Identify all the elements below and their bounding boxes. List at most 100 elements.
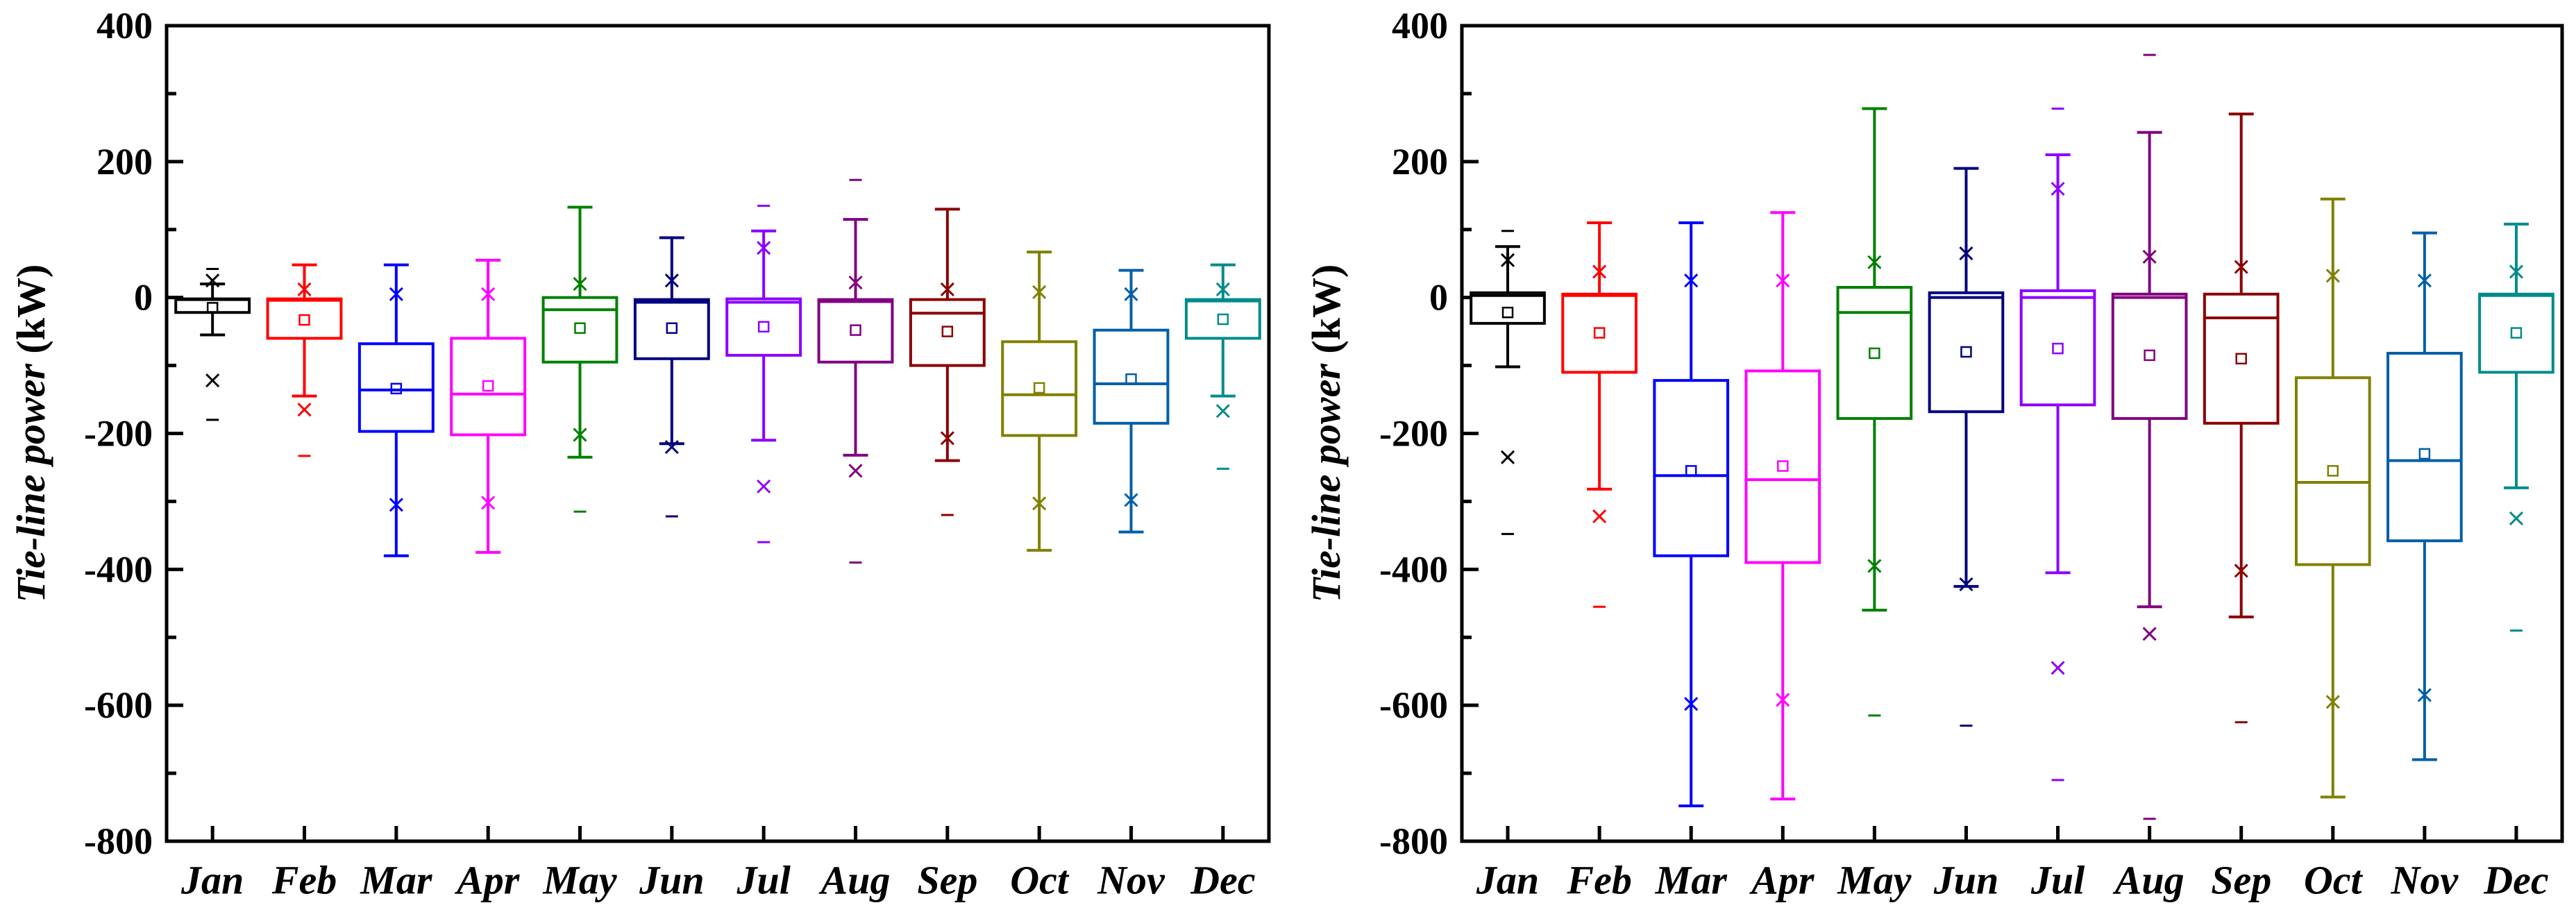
y-axis-label: Tie-line power (kW)	[1304, 264, 1349, 603]
mean-marker	[298, 314, 310, 326]
mean-marker	[1033, 382, 1045, 394]
mean-marker	[206, 302, 219, 314]
x-tick-label: Jan	[180, 858, 244, 903]
max-x-marker	[205, 273, 220, 288]
mean-marker	[1777, 460, 1789, 472]
x-tick-label: Oct	[1010, 858, 1070, 903]
mean-marker	[2327, 465, 2339, 477]
max-x-marker	[1867, 255, 1882, 269]
mean-marker	[2418, 448, 2431, 460]
x-stroke	[1215, 282, 1230, 296]
x-stroke	[1867, 559, 1882, 573]
plot-frame	[165, 24, 1271, 843]
max-x-marker	[664, 273, 679, 288]
x-stroke	[1592, 264, 1607, 279]
mean-marker	[666, 322, 678, 334]
x-tick-label: Aug	[2113, 858, 2184, 903]
iqr-box	[1184, 298, 1261, 340]
mean-marker	[2235, 353, 2247, 365]
max-x-marker	[389, 287, 403, 301]
iqr-box	[357, 342, 435, 433]
min-x-marker	[2325, 695, 2340, 709]
x-tick-label: Dec	[2483, 858, 2548, 903]
x-tick-label: May	[1837, 858, 1912, 903]
x-stroke	[1776, 273, 1790, 288]
x-tick-label: Sep	[2211, 858, 2271, 903]
max-x-marker	[940, 282, 954, 296]
iqr-box	[1928, 291, 2005, 414]
min-x-marker	[1124, 493, 1138, 507]
min-x-marker	[848, 464, 863, 478]
y-tick-label: -200	[1379, 413, 1448, 455]
x-stroke	[1684, 273, 1699, 288]
x-tick-label: May	[542, 858, 617, 903]
min-x-marker	[2234, 564, 2248, 578]
y-tick-label: -800	[84, 820, 153, 862]
iqr-box	[266, 297, 343, 340]
iqr-box	[909, 298, 986, 367]
iqr-box	[1001, 340, 1078, 437]
x-stroke	[1959, 577, 1973, 591]
iqr-box	[2294, 376, 2371, 566]
x-stroke	[573, 428, 587, 442]
max-x-marker	[848, 276, 863, 290]
x-stroke	[1032, 285, 1047, 299]
min-x-marker	[2142, 627, 2157, 641]
max-x-marker	[297, 282, 312, 296]
x-stroke	[389, 287, 403, 301]
iqr-box	[817, 298, 894, 364]
mean-marker	[1869, 347, 1880, 360]
x-stroke	[848, 464, 863, 478]
max-x-marker	[2417, 273, 2432, 288]
y-tick-label: 200	[1392, 141, 1448, 183]
mean-marker	[941, 326, 954, 337]
x-stroke	[389, 498, 403, 512]
x-stroke	[2509, 264, 2524, 279]
right-boxplot-panel: 400 200 0 -200 -400 -600 -800 Tie-line power (k…	[1304, 5, 2564, 903]
min-x-marker	[1215, 404, 1230, 419]
x-stroke	[2051, 661, 2065, 675]
x-stroke	[1215, 404, 1230, 419]
mean-marker	[2144, 349, 2155, 362]
x-tick-label: Sep	[917, 858, 977, 903]
x-stroke	[664, 440, 679, 455]
min-x-marker	[664, 440, 679, 455]
mean-marker	[850, 324, 861, 336]
max-x-marker	[1500, 253, 1515, 267]
y-tick-label: -400	[84, 548, 153, 590]
x-stroke	[2142, 249, 2157, 264]
min-x-marker	[1776, 693, 1790, 707]
mean-marker	[1217, 313, 1229, 326]
y-tick-label: -600	[84, 684, 153, 726]
x-stroke	[297, 282, 312, 296]
min-x-marker	[2509, 511, 2524, 525]
min-x-marker	[297, 403, 312, 417]
y-tick-label: 400	[1392, 5, 1448, 47]
mean-marker	[2510, 327, 2523, 339]
y-tick-label: -600	[1379, 684, 1448, 726]
min-x-marker	[940, 431, 954, 446]
x-stroke	[848, 276, 863, 290]
x-tick-label: Jul	[2030, 858, 2085, 903]
x-stroke	[1959, 246, 1973, 261]
y-tick-label: 200	[96, 141, 153, 183]
x-stroke	[1776, 693, 1790, 707]
x-tick-label: Feb	[1566, 858, 1631, 903]
y-axis-label-quantity: Tie-line power	[1304, 364, 1349, 603]
max-x-marker	[2051, 181, 2065, 196]
x-stroke	[481, 287, 496, 301]
x-stroke	[2417, 688, 2432, 702]
iqr-box	[1836, 285, 1913, 420]
iqr-box	[1561, 292, 1638, 374]
x-stroke	[2234, 564, 2248, 578]
x-stroke	[2417, 273, 2432, 288]
x-tick-label: Oct	[2304, 858, 2364, 903]
x-stroke	[757, 241, 771, 255]
mean-marker	[390, 382, 403, 395]
min-x-marker	[1867, 559, 1882, 573]
max-x-marker	[2509, 264, 2524, 279]
mean-marker	[1593, 327, 1606, 339]
max-x-marker	[1684, 273, 1699, 288]
x-tick-label: Aug	[819, 858, 891, 903]
